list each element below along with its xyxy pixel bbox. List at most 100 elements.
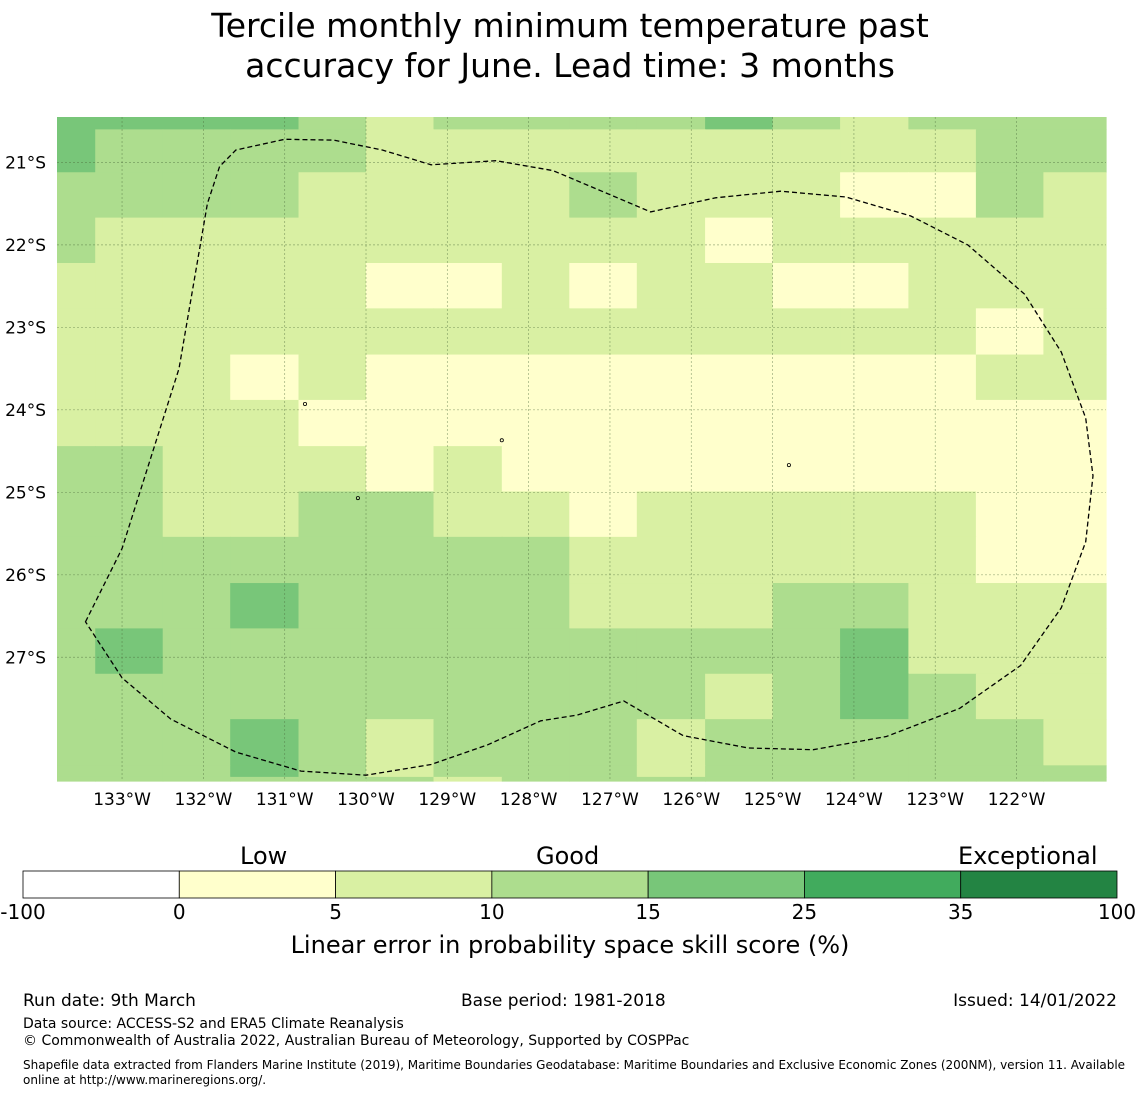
- skill-cell: [772, 776, 841, 782]
- skill-cell: [366, 308, 435, 356]
- skill-cell: [298, 673, 367, 720]
- base-period: Base period: 1981-2018: [461, 991, 666, 1011]
- skill-cell: [840, 765, 909, 778]
- skill-cell: [230, 776, 300, 782]
- skill-cell: [433, 491, 503, 538]
- skill-cell: [501, 308, 570, 356]
- skill-cell: [772, 263, 841, 309]
- island-marker: [499, 438, 504, 443]
- skill-cell: [772, 399, 841, 447]
- skill-cell: [230, 172, 300, 219]
- skill-cell: [908, 308, 977, 356]
- skill-cell: [840, 673, 909, 720]
- skill-cell: [298, 719, 367, 766]
- colorbar-heading-low: Low: [240, 842, 288, 870]
- skill-cell: [298, 129, 367, 173]
- skill-cell: [230, 719, 300, 766]
- skill-cell: [1043, 354, 1107, 401]
- skill-cell: [569, 583, 638, 630]
- skill-cell: [95, 673, 164, 720]
- skill-cell: [433, 719, 503, 766]
- lon-tick-label: 129°W: [418, 790, 476, 810]
- skill-cell: [95, 217, 164, 264]
- skill-cell: [569, 719, 638, 766]
- skill-cell: [433, 263, 503, 309]
- skill-cell: [569, 217, 638, 264]
- skill-cell: [298, 399, 367, 447]
- skill-cell: [366, 399, 435, 447]
- skill-cell: [705, 628, 774, 675]
- skill-cell: [366, 765, 435, 778]
- skill-cell: [772, 673, 841, 720]
- lat-tick-label: 21°S: [5, 153, 46, 173]
- skill-cell: [975, 776, 1044, 782]
- skill-cell: [298, 491, 367, 538]
- skill-cell: [57, 628, 96, 675]
- skill-cell: [162, 399, 231, 447]
- skill-cell: [705, 765, 774, 778]
- skill-cell: [366, 776, 435, 782]
- lat-tick-label: 25°S: [5, 483, 46, 503]
- skill-cell: [366, 263, 435, 309]
- skill-cell: [57, 719, 96, 766]
- skill-cell: [230, 263, 300, 309]
- skill-cell: [162, 491, 231, 538]
- skill-cell: [366, 354, 435, 401]
- eez-boundary: [84, 138, 1094, 776]
- skill-cell: [840, 263, 909, 309]
- skill-cell: [95, 117, 164, 130]
- skill-cell: [501, 719, 570, 766]
- lat-tick-label: 26°S: [5, 566, 46, 586]
- skill-cell: [501, 491, 570, 538]
- skill-cell: [433, 628, 503, 675]
- issued-date: Issued: 14/01/2022: [953, 991, 1117, 1011]
- skill-cell: [1043, 765, 1107, 778]
- skill-cell: [230, 628, 300, 675]
- skill-cell: [636, 399, 706, 447]
- skill-cell: [366, 583, 435, 630]
- skill-cell: [162, 673, 231, 720]
- skill-cell: [772, 719, 841, 766]
- skill-cell: [636, 446, 706, 493]
- skill-cell: [975, 217, 1044, 264]
- skill-cell: [908, 172, 977, 219]
- skill-cell: [636, 765, 706, 778]
- skill-cell: [569, 491, 638, 538]
- lon-tick-label: 125°W: [744, 790, 802, 810]
- lat-tick-label: 22°S: [5, 236, 46, 256]
- colorbar-tick-label: 35: [947, 900, 974, 924]
- skill-cell: [57, 776, 96, 782]
- skill-cell: [636, 117, 706, 130]
- skill-cell: [230, 399, 300, 447]
- skill-cell: [57, 129, 96, 173]
- skill-cell: [908, 583, 977, 630]
- skill-cell: [95, 719, 164, 766]
- skill-cell: [433, 446, 503, 493]
- skill-cell: [366, 217, 435, 264]
- skill-cell: [162, 719, 231, 766]
- skill-cell: [162, 263, 231, 309]
- colorbar-tick-label: 5: [329, 900, 342, 924]
- skill-cell: [95, 628, 164, 675]
- skill-cell: [1043, 536, 1107, 584]
- skill-cell: [908, 719, 977, 766]
- lon-tick-label: 132°W: [175, 790, 233, 810]
- skill-cell: [975, 129, 1044, 173]
- skill-cell: [569, 263, 638, 309]
- skill-cell: [840, 583, 909, 630]
- skill-cell: [636, 263, 706, 309]
- skill-cell: [298, 172, 367, 219]
- skill-cell: [95, 263, 164, 309]
- skill-cell: [298, 446, 367, 493]
- skill-cell: [298, 583, 367, 630]
- skill-cell: [433, 129, 503, 173]
- skill-cell: [636, 491, 706, 538]
- skill-cell: [908, 491, 977, 538]
- chart-title: Tercile monthly minimum temperature past…: [0, 6, 1140, 86]
- skill-cell: [772, 172, 841, 219]
- skill-cell: [230, 217, 300, 264]
- skill-cell: [57, 399, 96, 447]
- skill-cell: [840, 446, 909, 493]
- skill-cell: [908, 536, 977, 584]
- colorbar-label: Linear error in probability space skill …: [290, 931, 850, 959]
